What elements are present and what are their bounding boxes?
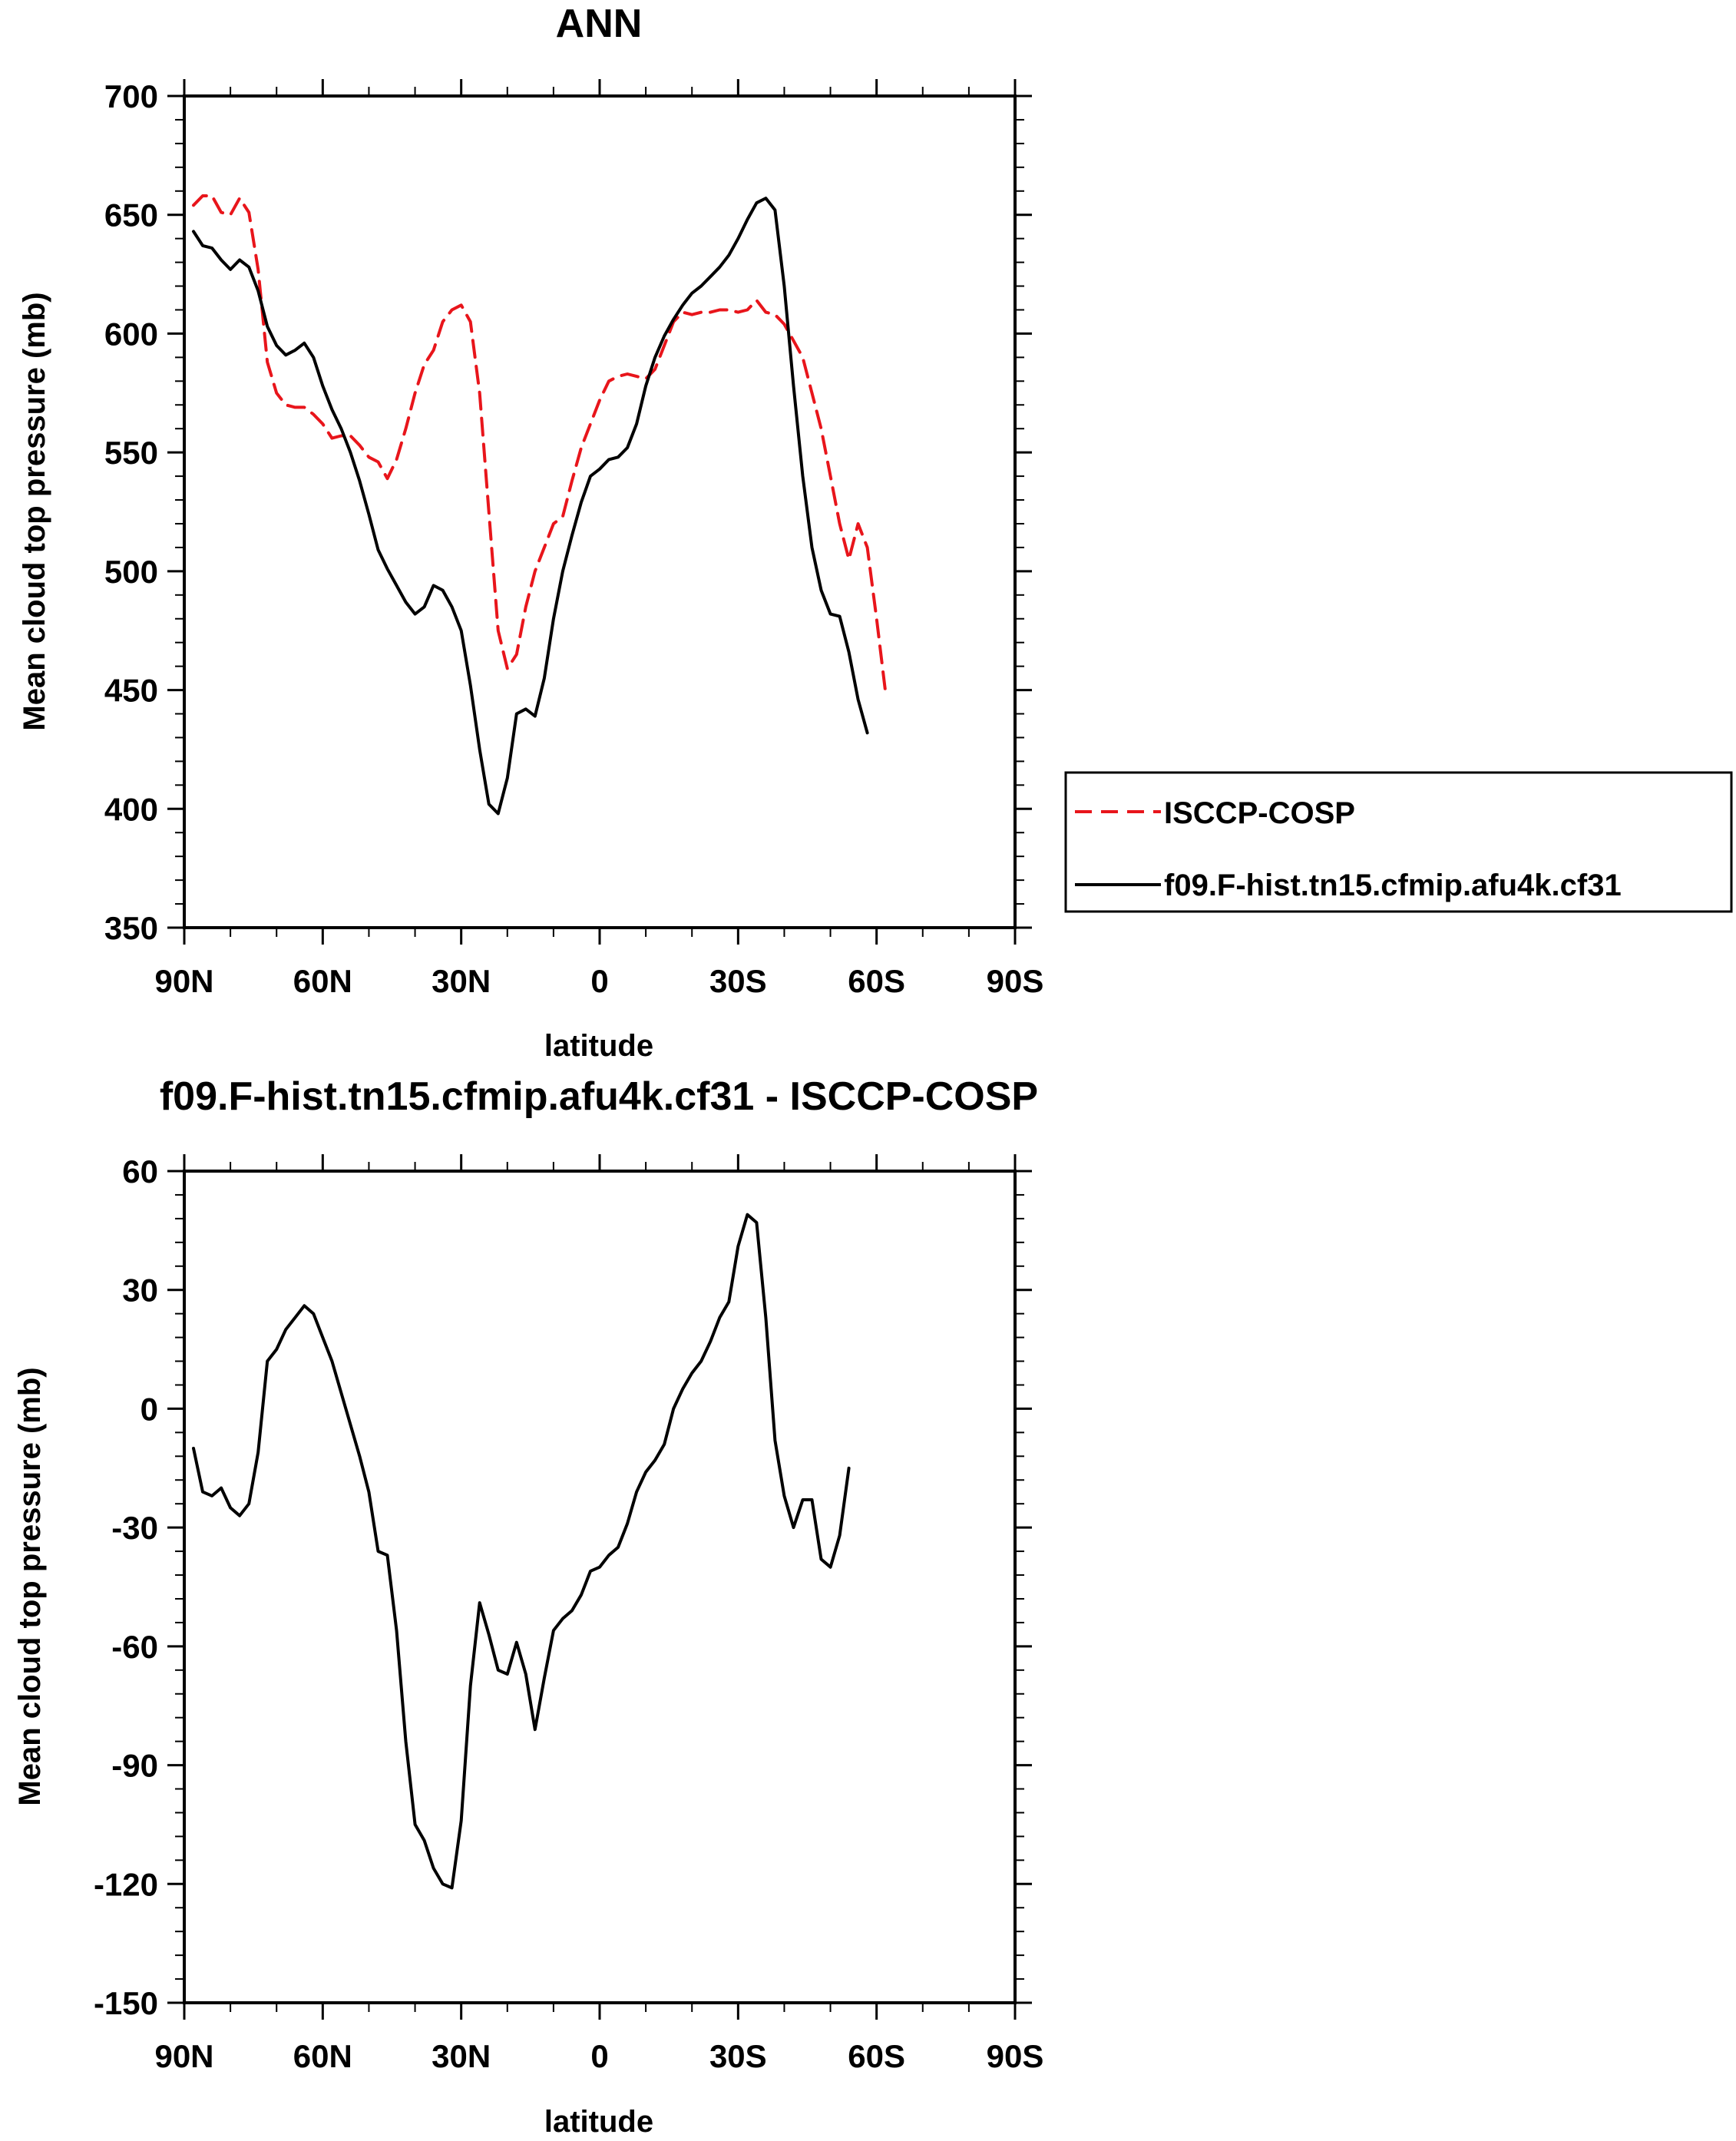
plot-frame — [183, 1170, 1017, 2004]
y-tick-label: 550 — [104, 435, 158, 471]
y-tick-label: 700 — [104, 78, 158, 114]
plot-frame — [183, 94, 1017, 929]
y-tick-label: 30 — [122, 1272, 158, 1309]
x-tick-label: 90N — [154, 963, 213, 999]
y-tick-label: 600 — [104, 316, 158, 352]
y-tick-label: -150 — [94, 1985, 158, 2021]
y-axis-label: Mean cloud top pressure (mb) — [18, 292, 51, 730]
x-tick-label: 0 — [590, 963, 608, 999]
y-tick-label: 400 — [104, 791, 158, 827]
x-tick-label: 90S — [987, 963, 1044, 999]
x-axis-label: latitude — [544, 2105, 653, 2139]
x-tick-label: 60N — [293, 963, 352, 999]
x-axis-label: latitude — [544, 1029, 653, 1063]
y-tick-label: -120 — [94, 1866, 158, 1902]
legend-box — [1064, 771, 1733, 913]
x-tick-label: 90S — [987, 2038, 1044, 2074]
x-tick-label: 60N — [293, 2038, 352, 2074]
series-line-difference — [192, 1213, 851, 1890]
legend-label-isccp: ISCCP-COSP — [1164, 796, 1355, 830]
legend: ISCCP-COSP f09.F-hist.tn15.cfmip.afu4k.c… — [1064, 771, 1733, 913]
y-tick-label: 350 — [104, 910, 158, 946]
x-tick-label: 0 — [590, 2038, 608, 2074]
chart-panel-annual: ANN 90N 60N 30N 0 30S 60S 90S 350 400 450 500 550 60… — [18, 2, 1733, 1063]
y-tick-label: 450 — [104, 673, 158, 709]
y-tick-label: 650 — [104, 197, 158, 233]
x-tick-label: 30N — [432, 963, 491, 999]
chart-panel-difference: f09.F-hist.tn15.cfmip.afu4k.cf31 - ISCCP… — [13, 1074, 1043, 2139]
x-tick-label: 60S — [848, 963, 905, 999]
x-tick-label: 30N — [432, 2038, 491, 2074]
x-tick-label: 90N — [154, 2038, 213, 2074]
series-line-isccp-cosp — [192, 194, 888, 697]
y-tick-label: -90 — [111, 1748, 158, 1784]
y-tick-label: 60 — [122, 1153, 158, 1190]
x-tick-label: 60S — [848, 2038, 905, 2074]
y-tick-label: 0 — [141, 1391, 158, 1427]
y-tick-label: -60 — [111, 1629, 158, 1665]
series-line-f09-f-hist-tn15-cfmip-afu4k-cf31 — [192, 197, 869, 816]
y-tick-label: 500 — [104, 554, 158, 590]
y-tick-label: -30 — [111, 1510, 158, 1546]
chart-title: ANN — [556, 2, 643, 46]
x-tick-label: 30S — [709, 2038, 767, 2074]
legend-label-model: f09.F-hist.tn15.cfmip.afu4k.cf31 — [1164, 869, 1622, 902]
y-axis-label: Mean cloud top pressure (mb) — [13, 1367, 47, 1805]
chart-title: f09.F-hist.tn15.cfmip.afu4k.cf31 - ISCCP… — [160, 1074, 1038, 1119]
x-tick-label: 30S — [709, 963, 767, 999]
